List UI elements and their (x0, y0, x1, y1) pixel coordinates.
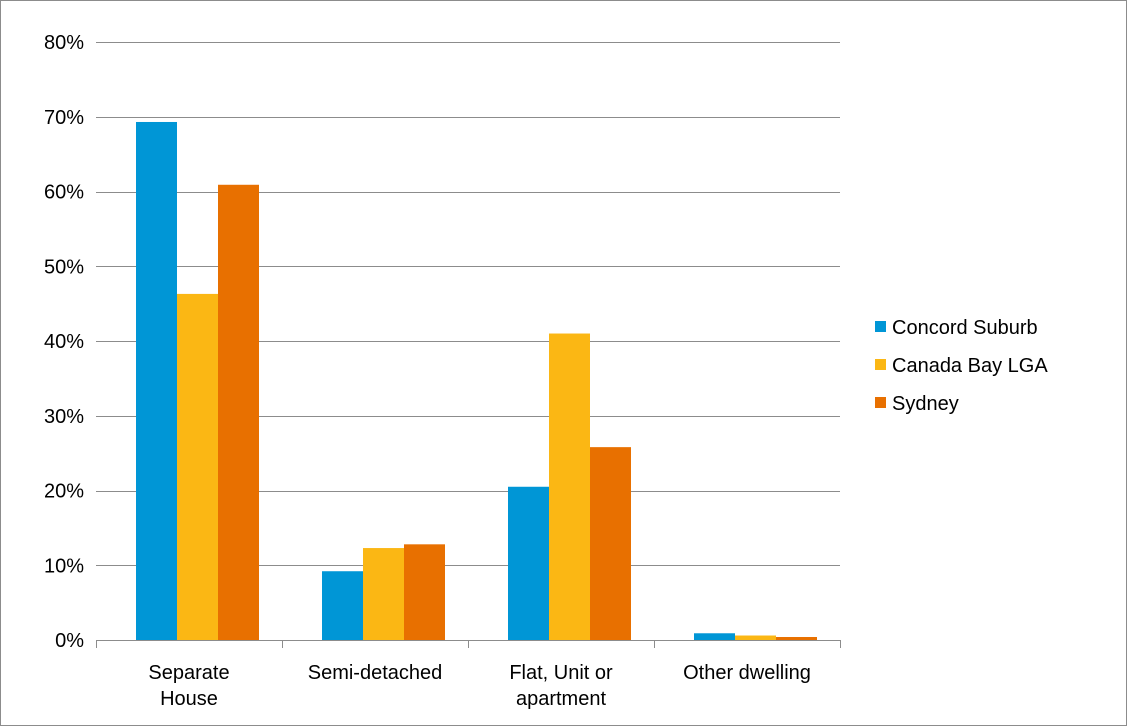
x-tick-label: Flat, Unit or apartment (509, 662, 613, 710)
y-tick-label: 30% (44, 406, 84, 428)
x-tick-label: Separate House (148, 662, 229, 710)
y-tick-label: 60% (44, 182, 84, 204)
y-tick-label: 50% (44, 256, 84, 278)
bar-concord-suburb-3 (694, 633, 735, 640)
y-axis-tick-labels: 0% 10% 20% 30% 40% 50% 60% 70% 80% (44, 32, 84, 652)
bar-canada-bay-lga-0 (177, 293, 218, 640)
bar-canada-bay-lga-2 (549, 333, 590, 640)
legend: Concord Suburb Canada Bay LGA Sydney (875, 317, 1048, 415)
legend-swatch (875, 397, 886, 408)
bar-concord-suburb-0 (136, 121, 177, 641)
x-tick-label-line: Semi-detached (308, 662, 443, 684)
bars (136, 121, 817, 641)
x-tick-label-line: House (160, 688, 218, 710)
legend-label: Concord Suburb (892, 317, 1038, 339)
x-tick-label-line: Flat, Unit or (509, 662, 613, 684)
x-tick-label: Semi-detached (308, 662, 443, 684)
y-tick-label: 70% (44, 107, 84, 129)
x-tick-label-line: Other dwelling (683, 662, 811, 684)
x-tick-label: Other dwelling (683, 662, 811, 684)
y-tick-label: 20% (44, 481, 84, 503)
y-tick-label: 0% (55, 630, 84, 652)
y-tick-label: 10% (44, 555, 84, 577)
legend-label: Sydney (892, 393, 959, 415)
bar-sydney-1 (404, 544, 445, 640)
x-axis-tick-labels: Separate House Semi-detached Flat, Unit or a… (148, 662, 811, 710)
legend-label: Canada Bay LGA (892, 355, 1048, 377)
bar-sydney-3 (776, 637, 817, 640)
bar-concord-suburb-2 (508, 486, 549, 640)
bar-canada-bay-lga-1 (363, 548, 404, 640)
bar-canada-bay-lga-3 (735, 635, 776, 640)
legend-swatch (875, 321, 886, 332)
legend-swatch (875, 359, 886, 370)
y-tick-label: 40% (44, 331, 84, 353)
bar-sydney-0 (218, 184, 259, 640)
bar-concord-suburb-1 (322, 571, 363, 640)
bar-sydney-2 (590, 447, 631, 640)
x-tick-label-line: apartment (516, 688, 606, 710)
y-tick-label: 80% (44, 32, 84, 54)
x-tick-label-line: Separate (148, 662, 229, 684)
x-axis (96, 640, 841, 648)
